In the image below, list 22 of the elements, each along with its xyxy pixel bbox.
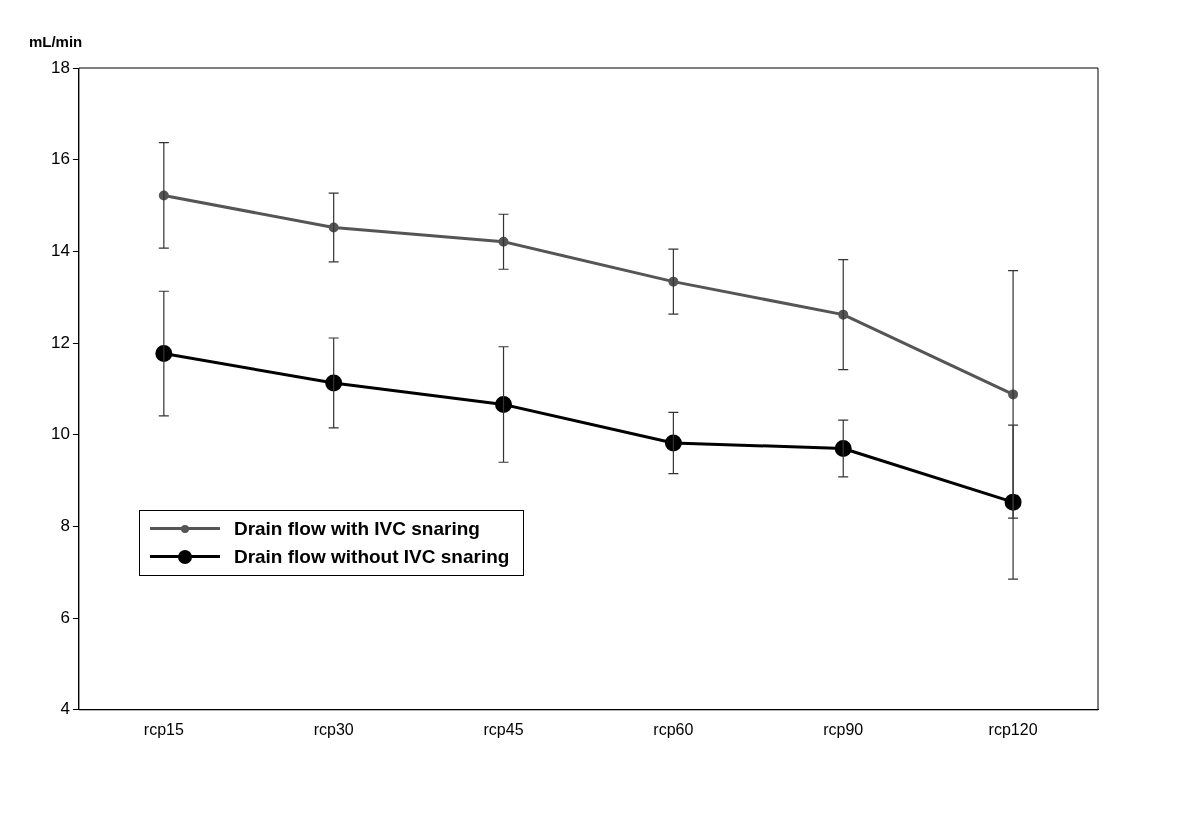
y-tick-label: 6 xyxy=(60,607,70,627)
y-tick-label: 10 xyxy=(50,424,70,444)
legend-label: Drain flow without IVC snaring xyxy=(233,545,510,568)
point xyxy=(155,345,173,363)
y-tick-label: 4 xyxy=(60,699,70,719)
y-tick-label: 16 xyxy=(50,149,70,169)
x-tick-label: rcp120 xyxy=(988,720,1038,738)
y-tick-label: 14 xyxy=(50,241,70,261)
y-tick-label: 12 xyxy=(50,332,70,352)
legend-label: Drain flow with IVC snaring xyxy=(233,517,480,540)
y-tick-label: 8 xyxy=(60,516,70,536)
x-tick-label: rcp60 xyxy=(653,720,694,738)
x-tick-label: rcp45 xyxy=(483,720,524,738)
point xyxy=(834,440,852,457)
point xyxy=(664,434,682,452)
x-tick-label: rcp90 xyxy=(823,720,864,738)
x-tick-label: rcp15 xyxy=(143,720,184,738)
y-axis-title: mL/min xyxy=(28,32,83,50)
point xyxy=(325,374,343,392)
y-tick-label: 18 xyxy=(50,57,70,77)
x-tick-label: rcp30 xyxy=(313,720,354,738)
point xyxy=(495,395,513,413)
